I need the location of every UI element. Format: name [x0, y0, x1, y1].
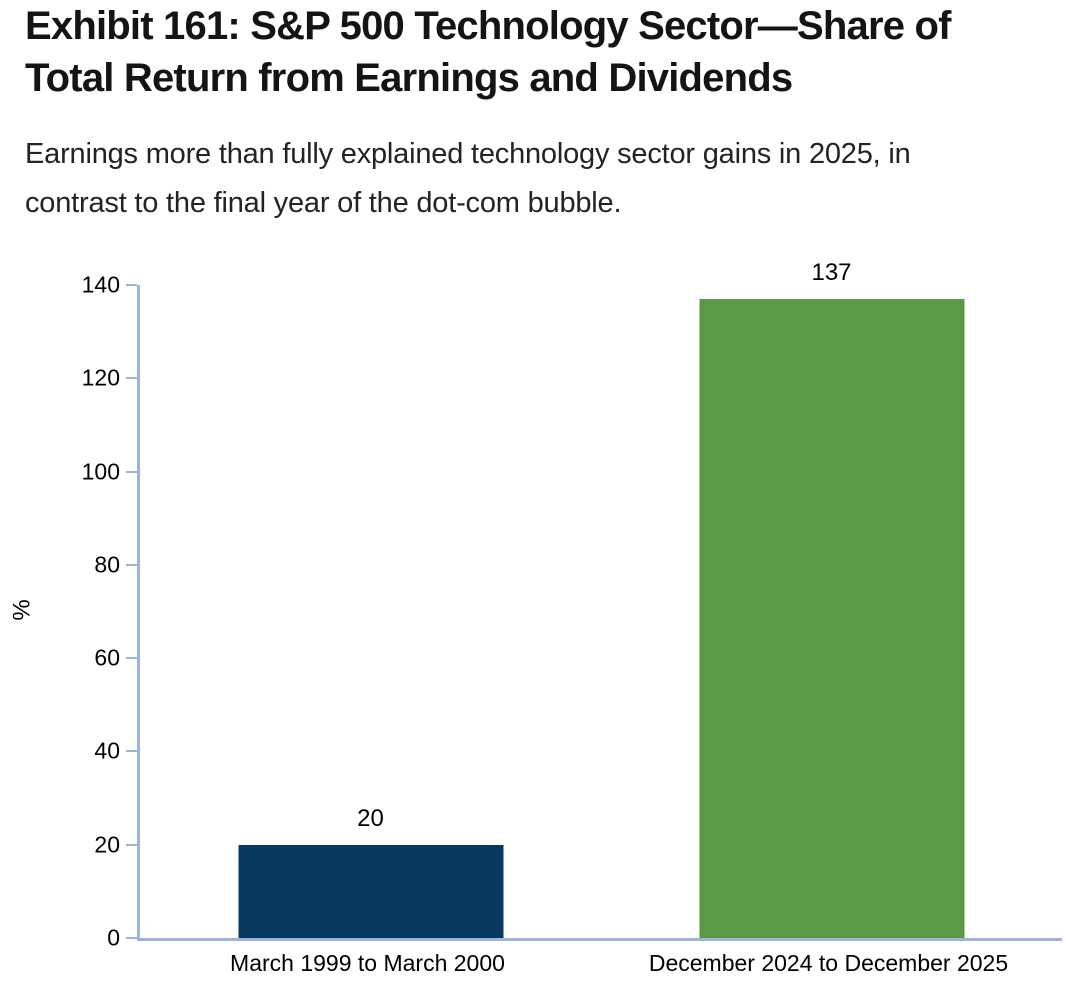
y-tick-label: 100 — [81, 458, 120, 485]
x-category-label: December 2024 to December 2025 — [648, 950, 1009, 976]
y-tick-mark — [126, 657, 137, 660]
y-tick-mark — [126, 750, 137, 753]
y-tick-label: 0 — [107, 924, 120, 951]
exhibit-subtitle: Earnings more than fully explained techn… — [25, 138, 911, 219]
y-tick-label: 80 — [94, 551, 120, 578]
exhibit-title: Exhibit 161: S&P 500 Technology Sector—S… — [25, 4, 951, 100]
y-tick-mark — [126, 563, 137, 566]
y-tick-label: 20 — [94, 831, 120, 858]
y-tick-mark — [126, 937, 137, 939]
y-tick-label: 140 — [81, 271, 120, 298]
bar-value-label: 20 — [357, 804, 384, 832]
y-tick-label: 40 — [94, 737, 120, 764]
y-tick-mark — [126, 284, 137, 286]
y-tick-label: 60 — [94, 644, 120, 671]
y-tick-mark — [126, 377, 137, 380]
y-tick-mark — [126, 470, 137, 473]
x-category-label: March 1999 to March 2000 — [230, 950, 505, 976]
plot-area: 20 137 — [137, 259, 1062, 941]
bar-value-label: 137 — [811, 259, 852, 286]
bar — [699, 299, 964, 938]
y-axis-title: % — [8, 599, 36, 621]
y-tick-mark — [126, 843, 137, 846]
bar — [238, 844, 503, 938]
y-tick-label: 120 — [81, 364, 120, 391]
